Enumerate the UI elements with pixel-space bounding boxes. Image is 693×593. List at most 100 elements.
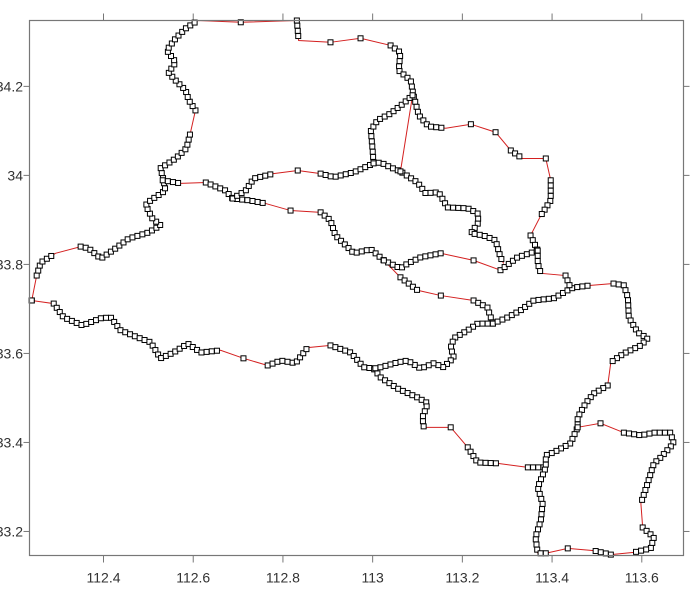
boundary-vertex-marker bbox=[419, 185, 426, 192]
boundary-vertex-marker bbox=[484, 320, 491, 327]
x-tick-label: 112.4 bbox=[87, 570, 121, 586]
boundary-vertex-marker bbox=[632, 326, 639, 333]
boundary-vertex-marker bbox=[392, 359, 399, 366]
boundary-vertex-marker bbox=[449, 338, 456, 345]
boundary-vertex-marker bbox=[391, 45, 398, 52]
boundary-vertex-marker bbox=[396, 68, 403, 75]
boundary-vertex-marker bbox=[164, 178, 171, 185]
boundary-vertex-marker bbox=[368, 138, 375, 145]
boundary-vertex-marker bbox=[667, 443, 674, 450]
y-tick-label: 34 bbox=[7, 167, 23, 183]
boundary-vertex-marker bbox=[644, 335, 651, 342]
boundary-vertex-marker bbox=[428, 123, 435, 130]
boundary-vertex-marker bbox=[279, 357, 286, 364]
boundary-vertex-marker bbox=[647, 472, 654, 479]
boundary-vertex-marker bbox=[534, 526, 541, 533]
boundary-vertex-marker bbox=[530, 297, 537, 304]
boundary-vertex-marker bbox=[394, 104, 401, 111]
boundary-vertex-marker bbox=[574, 416, 581, 423]
boundary-vertex-marker bbox=[77, 243, 84, 250]
boundary-vertex-marker bbox=[481, 233, 488, 240]
boundary-vertex-marker bbox=[87, 246, 94, 253]
boundary-vertex-marker bbox=[202, 179, 209, 186]
boundary-vertex-marker bbox=[389, 165, 396, 172]
boundary-vertex-marker bbox=[408, 83, 415, 90]
boundary-vertex-marker bbox=[638, 547, 645, 554]
boundary-vertex-marker bbox=[373, 119, 380, 126]
y-tick-label: 33.2 bbox=[0, 523, 23, 539]
boundary-vertex-marker bbox=[300, 350, 307, 357]
boundary-vertex-marker bbox=[423, 403, 430, 410]
boundary-vertex-marker bbox=[653, 458, 660, 465]
boundary-vertex-marker bbox=[179, 28, 186, 35]
boundary-vertex-marker bbox=[401, 277, 408, 284]
boundary-vertex-marker bbox=[471, 230, 478, 237]
boundary-vertex-marker bbox=[363, 247, 370, 254]
boundary-vertex-marker bbox=[169, 73, 176, 80]
boundary-vertex-marker bbox=[203, 348, 210, 355]
boundary-vertex-marker bbox=[574, 424, 581, 431]
boundary-vertex-marker bbox=[357, 360, 364, 367]
boundary-vertex-marker bbox=[482, 459, 489, 466]
boundary-vertex-marker bbox=[146, 338, 153, 345]
boundary-vertex-marker bbox=[127, 331, 134, 338]
boundary-vertex-marker bbox=[547, 187, 554, 194]
boundary-vertex-marker bbox=[609, 358, 616, 365]
boundary-vertex-marker bbox=[668, 434, 675, 441]
boundary-vertex-marker bbox=[420, 423, 427, 430]
boundary-vertex-marker bbox=[432, 251, 439, 258]
y-tick-label: 33.8 bbox=[0, 256, 23, 272]
boundary-vertex-marker bbox=[419, 413, 426, 420]
boundary-vertex-marker bbox=[509, 257, 516, 264]
boundary-vertex-marker bbox=[534, 252, 541, 259]
boundary-vertex-marker bbox=[486, 309, 493, 316]
boundary-vertex-marker bbox=[120, 239, 127, 246]
boundary-vertex-marker bbox=[372, 365, 379, 372]
boundary-vertex-marker bbox=[547, 182, 554, 189]
boundary-vertex-marker bbox=[647, 531, 654, 538]
boundary-vertex-marker bbox=[625, 302, 632, 309]
boundary-vertex-marker bbox=[584, 282, 591, 289]
boundary-vertex-marker bbox=[159, 177, 166, 184]
boundary-vertex-marker bbox=[397, 52, 404, 59]
x-tick-label: 113.2 bbox=[445, 570, 479, 586]
boundary-vertex-marker bbox=[664, 447, 671, 454]
boundary-vertex-marker bbox=[536, 521, 543, 528]
boundary-vertex-marker bbox=[338, 237, 345, 244]
boundary-vertex-marker bbox=[337, 345, 344, 352]
boundary-vertex-marker bbox=[496, 251, 503, 258]
boundary-vertex-marker bbox=[534, 247, 541, 254]
boundary-vertex-marker bbox=[368, 246, 375, 253]
boundary-vertex-marker bbox=[337, 172, 344, 179]
y-tick-label: 33.4 bbox=[0, 434, 23, 450]
boundary-vertex-marker bbox=[505, 260, 512, 267]
boundary-vertex-marker bbox=[162, 352, 169, 359]
boundary-vertex-marker bbox=[129, 234, 136, 241]
boundary-vertex-marker bbox=[493, 241, 500, 248]
boundary-vertex-marker bbox=[158, 170, 165, 177]
boundary-vertex-marker bbox=[498, 256, 505, 263]
boundary-vertex-marker bbox=[420, 117, 427, 124]
boundary-vertex-marker bbox=[610, 280, 617, 287]
boundary-vertex-marker bbox=[122, 329, 129, 336]
boundary-vertex-marker bbox=[591, 390, 598, 397]
boundary-vertex-marker bbox=[397, 358, 404, 365]
boundary-vertex-marker bbox=[402, 357, 409, 364]
boundary-vertex-marker bbox=[547, 192, 554, 199]
boundary-vertex-marker bbox=[414, 286, 421, 293]
boundary-vertex-marker bbox=[262, 172, 269, 179]
boundary-vertex-marker bbox=[624, 292, 631, 299]
boundary-markers bbox=[28, 17, 677, 558]
boundary-vertex-marker bbox=[620, 429, 627, 436]
boundary-vertex-marker bbox=[536, 481, 543, 488]
boundary-line bbox=[162, 179, 538, 271]
boundary-vertex-marker bbox=[523, 251, 530, 258]
boundary-vertex-marker bbox=[317, 170, 324, 177]
boundary-vertex-marker bbox=[615, 281, 622, 288]
boundary-vertex-marker bbox=[341, 241, 348, 248]
boundary-vertex-marker bbox=[460, 205, 467, 212]
boundary-vertex-marker bbox=[103, 314, 110, 321]
boundary-vertex-marker bbox=[327, 39, 334, 46]
boundary-vertex-marker bbox=[477, 459, 484, 466]
